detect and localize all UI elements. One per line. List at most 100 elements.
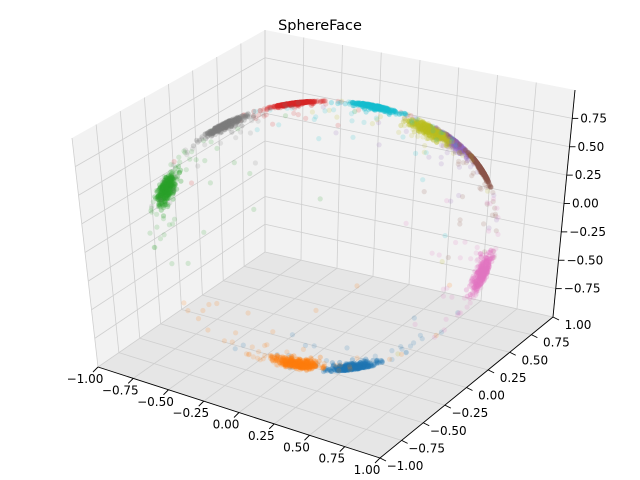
data-point [162,198,168,205]
data-point [302,99,308,105]
data-point [445,136,451,142]
data-point [301,99,307,105]
data-point [289,360,295,366]
data-point [162,191,168,197]
z-tick-label: −0.25 [569,225,606,239]
data-point [477,282,483,288]
data-point [283,361,289,367]
data-point [281,102,287,108]
data-point [467,295,473,301]
data-point [261,113,267,119]
data-point [448,198,454,204]
data-point [346,366,352,372]
data-point [344,366,350,372]
data-point [440,133,446,139]
data-point [491,192,497,198]
data-point [291,358,297,364]
data-point [475,161,481,167]
data-point [282,101,288,107]
data-point [308,358,314,364]
data-point [297,359,303,365]
data-point [156,197,162,203]
data-point [384,108,390,114]
data-point [356,365,362,371]
data-point [165,182,171,188]
data-point [481,221,487,227]
data-point [168,173,175,179]
data-point [342,365,348,372]
grid-line [264,168,562,233]
data-point [362,361,368,367]
data-point [292,100,298,106]
data-point [361,363,367,370]
data-point [495,231,501,237]
data-point [257,357,263,363]
data-point [287,101,293,107]
data-point [334,114,340,120]
data-point [279,358,285,364]
data-point [245,310,251,316]
data-point [200,307,206,314]
data-point [291,100,297,106]
data-point [297,362,303,368]
data-point [482,174,488,180]
data-point [476,276,482,282]
data-point [291,100,298,106]
data-point [292,100,298,106]
data-point [465,152,471,158]
data-point [458,145,464,151]
data-point [361,359,367,365]
data-point [442,132,448,138]
data-point [303,115,309,121]
data-point [347,364,353,370]
data-point [171,188,177,194]
data-point [463,148,469,154]
data-point [212,128,218,134]
data-point [329,365,335,371]
data-point [444,285,450,291]
data-point [357,360,364,366]
data-point [456,164,462,170]
data-point [342,367,348,373]
data-point [417,332,423,338]
data-point [389,356,395,363]
data-point [349,357,355,363]
data-point [306,363,312,370]
data-point [281,102,287,108]
data-point [280,102,286,108]
data-point [163,196,169,202]
data-point [302,362,309,368]
data-point [303,360,309,366]
data-point [477,167,483,173]
data-point [445,135,452,141]
data-point [433,126,439,132]
data-point [297,364,303,370]
data-point [478,186,484,192]
data-point [333,362,339,368]
data-point [447,134,453,140]
data-point [477,164,483,170]
data-point [292,101,298,107]
data-point [404,112,410,118]
data-point [160,185,166,191]
data-point [361,361,368,367]
data-point [328,100,334,106]
data-point [157,193,163,200]
data-point [162,188,168,194]
data-point [357,363,363,370]
data-point [303,357,309,363]
data-point [486,225,492,231]
data-point [477,166,484,172]
data-point [474,283,480,289]
data-point [467,283,473,289]
data-point [290,359,296,365]
data-point [340,363,347,369]
data-point [479,271,485,277]
data-point [365,362,371,368]
data-point [446,135,453,141]
data-point [246,352,252,358]
data-point [485,265,491,271]
data-point [289,358,295,364]
data-point [161,179,167,186]
data-point [305,362,311,368]
